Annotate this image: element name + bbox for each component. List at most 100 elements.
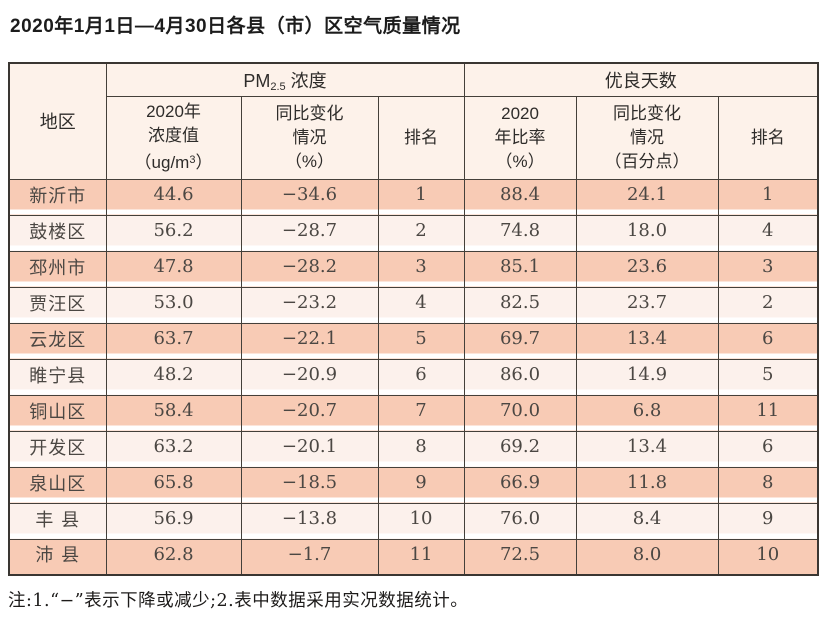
- header-group-row: 地区 PM2.5 浓度 优良天数: [8, 62, 819, 180]
- gd-rank-cell: 8: [717, 466, 819, 504]
- pm-rank-cell: 3: [377, 250, 465, 288]
- gd-change-cell: 13.4: [575, 430, 719, 468]
- pm-value-cell: 48.2: [105, 358, 242, 396]
- gd-rank-cell: 6: [717, 322, 819, 360]
- region-cell: 铜山区: [8, 394, 107, 432]
- gd-change-cell: 13.4: [575, 322, 719, 360]
- region-cell: 沛 县: [8, 538, 107, 576]
- pm-value-line2: 浓度值: [148, 126, 199, 145]
- gd-rate-cell: 74.8: [463, 214, 577, 252]
- pm25-subscript: 2.5: [270, 80, 286, 93]
- gd-rate-line3: （%）: [495, 151, 545, 171]
- gd-rate-cell: 70.0: [463, 394, 577, 432]
- gd-rank-cell: 2: [717, 286, 819, 324]
- region-cell: 睢宁县: [8, 358, 107, 396]
- gd-rate-cell: 66.9: [463, 466, 577, 504]
- pm-rank-cell: 10: [377, 502, 465, 540]
- region-cell: 新沂市: [8, 178, 107, 216]
- gd-rate-cell: 88.4: [463, 178, 577, 216]
- gd-rank-cell: 9: [717, 502, 819, 540]
- gd-rank-cell: 1: [717, 178, 819, 216]
- pm-rank-cell: 11: [377, 538, 465, 576]
- pm-value-cell: 63.7: [105, 322, 242, 360]
- table-row-kaifaqu: 开发区 63.2 −20.1 8 69.2 13.4 6: [8, 430, 819, 468]
- gd-rank-cell: 6: [717, 430, 819, 468]
- pm-rank-cell: 7: [377, 394, 465, 432]
- column-header-region: 地区: [8, 62, 107, 180]
- pm-value-line1: 2020年: [146, 102, 201, 121]
- pm-change-cell: −20.1: [240, 430, 379, 468]
- column-group-pm25: PM2.5 浓度: [105, 62, 465, 97]
- pm25-prefix: PM: [243, 70, 271, 91]
- gd-change-line1: 同比变化: [613, 103, 682, 123]
- region-cell: 云龙区: [8, 322, 107, 360]
- gd-change-cell: 18.0: [575, 214, 719, 252]
- air-quality-table: 地区 PM2.5 浓度 优良天数 2020年 浓度值 （ug/m3） 同比变化 …: [8, 62, 820, 576]
- pm-value-cell: 58.4: [105, 394, 242, 432]
- pm-rank-cell: 8: [377, 430, 465, 468]
- gd-change-cell: 23.7: [575, 286, 719, 324]
- gd-change-cell: 11.8: [575, 466, 719, 504]
- pm-change-cell: −28.2: [240, 250, 379, 288]
- footnote: 注:1.“−”表示下降或减少;2.表中数据采用实况数据统计。: [8, 591, 469, 611]
- gd-rate-cell: 85.1: [463, 250, 577, 288]
- pm-change-cell: −28.7: [240, 214, 379, 252]
- column-header-pm-change: 同比变化 情况 （%）: [240, 95, 379, 180]
- gd-change-cell: 23.6: [575, 250, 719, 288]
- pm-value-unit-sup: 3: [189, 154, 196, 166]
- gd-change-cell: 6.8: [575, 394, 719, 432]
- pm-rank-cell: 9: [377, 466, 465, 504]
- table-row-peixian: 沛 县 62.8 −1.7 11 72.5 8.0 10: [8, 538, 819, 576]
- gd-rank-cell: 11: [717, 394, 819, 432]
- pm-rank-cell: 4: [377, 286, 465, 324]
- gd-rank-cell: 5: [717, 358, 819, 396]
- column-header-pm-rank: 排名: [377, 95, 465, 180]
- gd-rank-cell: 4: [717, 214, 819, 252]
- pm-value-cell: 47.8: [105, 250, 242, 288]
- pm-rank-cell: 1: [377, 178, 465, 216]
- region-cell: 邳州市: [8, 250, 107, 288]
- table-row-suining: 睢宁县 48.2 −20.9 6 86.0 14.9 5: [8, 358, 819, 396]
- gd-change-line2: 情况: [630, 127, 665, 147]
- table-row-yunlong: 云龙区 63.7 −22.1 5 69.7 13.4 6: [8, 322, 819, 360]
- header-sub-row: 2020年 浓度值 （ug/m3） 同比变化 情况 （%） 排名 2020 年比…: [9, 95, 819, 180]
- region-cell: 贾汪区: [8, 286, 107, 324]
- pm-change-cell: −13.8: [240, 502, 379, 540]
- column-header-pm-value: 2020年 浓度值 （ug/m3）: [105, 95, 242, 180]
- pm25-suffix: 浓度: [285, 70, 327, 91]
- pm-change-cell: −18.5: [240, 466, 379, 504]
- gd-rate-line2: 年比率: [494, 127, 546, 147]
- gd-rate-cell: 82.5: [463, 286, 577, 324]
- table-row-quanshan: 泉山区 65.8 −18.5 9 66.9 11.8 8: [8, 466, 819, 504]
- pm-change-line3: （%）: [284, 151, 335, 171]
- pm-value-cell: 63.2: [105, 430, 242, 468]
- pm-change-cell: −20.9: [240, 358, 379, 396]
- pm-change-line1: 同比变化: [275, 103, 344, 123]
- pm-rank-cell: 5: [377, 322, 465, 360]
- gd-rate-cell: 72.5: [463, 538, 577, 576]
- gd-change-cell: 14.9: [575, 358, 719, 396]
- region-cell: 泉山区: [8, 466, 107, 504]
- pm-value-cell: 44.6: [105, 178, 242, 216]
- pm-value-cell: 56.2: [105, 214, 242, 252]
- pm-change-cell: −22.1: [240, 322, 379, 360]
- table-header: 地区 PM2.5 浓度 优良天数 2020年 浓度值 （ug/m3） 同比变化 …: [8, 62, 819, 180]
- gd-change-cell: 8.4: [575, 502, 719, 540]
- pm-change-cell: −1.7: [240, 538, 379, 576]
- gd-change-line3: （百分点）: [604, 151, 690, 171]
- table-row-fengxian: 丰 县 56.9 −13.8 10 76.0 8.4 9: [8, 502, 819, 540]
- page-title: 2020年1月1日—4月30日各县（市）区空气质量情况: [10, 16, 461, 37]
- column-header-gd-rank: 排名: [717, 95, 819, 180]
- pm-change-cell: −34.6: [240, 178, 379, 216]
- gd-change-cell: 24.1: [575, 178, 719, 216]
- region-cell: 丰 县: [8, 502, 107, 540]
- pm-change-line2: 情况: [292, 127, 327, 147]
- gd-rate-cell: 69.7: [463, 322, 577, 360]
- column-group-good-days: 优良天数: [463, 62, 819, 97]
- column-header-gd-change: 同比变化 情况 （百分点）: [575, 95, 719, 180]
- pm-value-unit: （ug/m: [134, 153, 190, 172]
- region-cell: 开发区: [8, 430, 107, 468]
- pm-rank-cell: 6: [377, 358, 465, 396]
- table-row-gulou: 鼓楼区 56.2 −28.7 2 74.8 18.0 4: [8, 214, 819, 252]
